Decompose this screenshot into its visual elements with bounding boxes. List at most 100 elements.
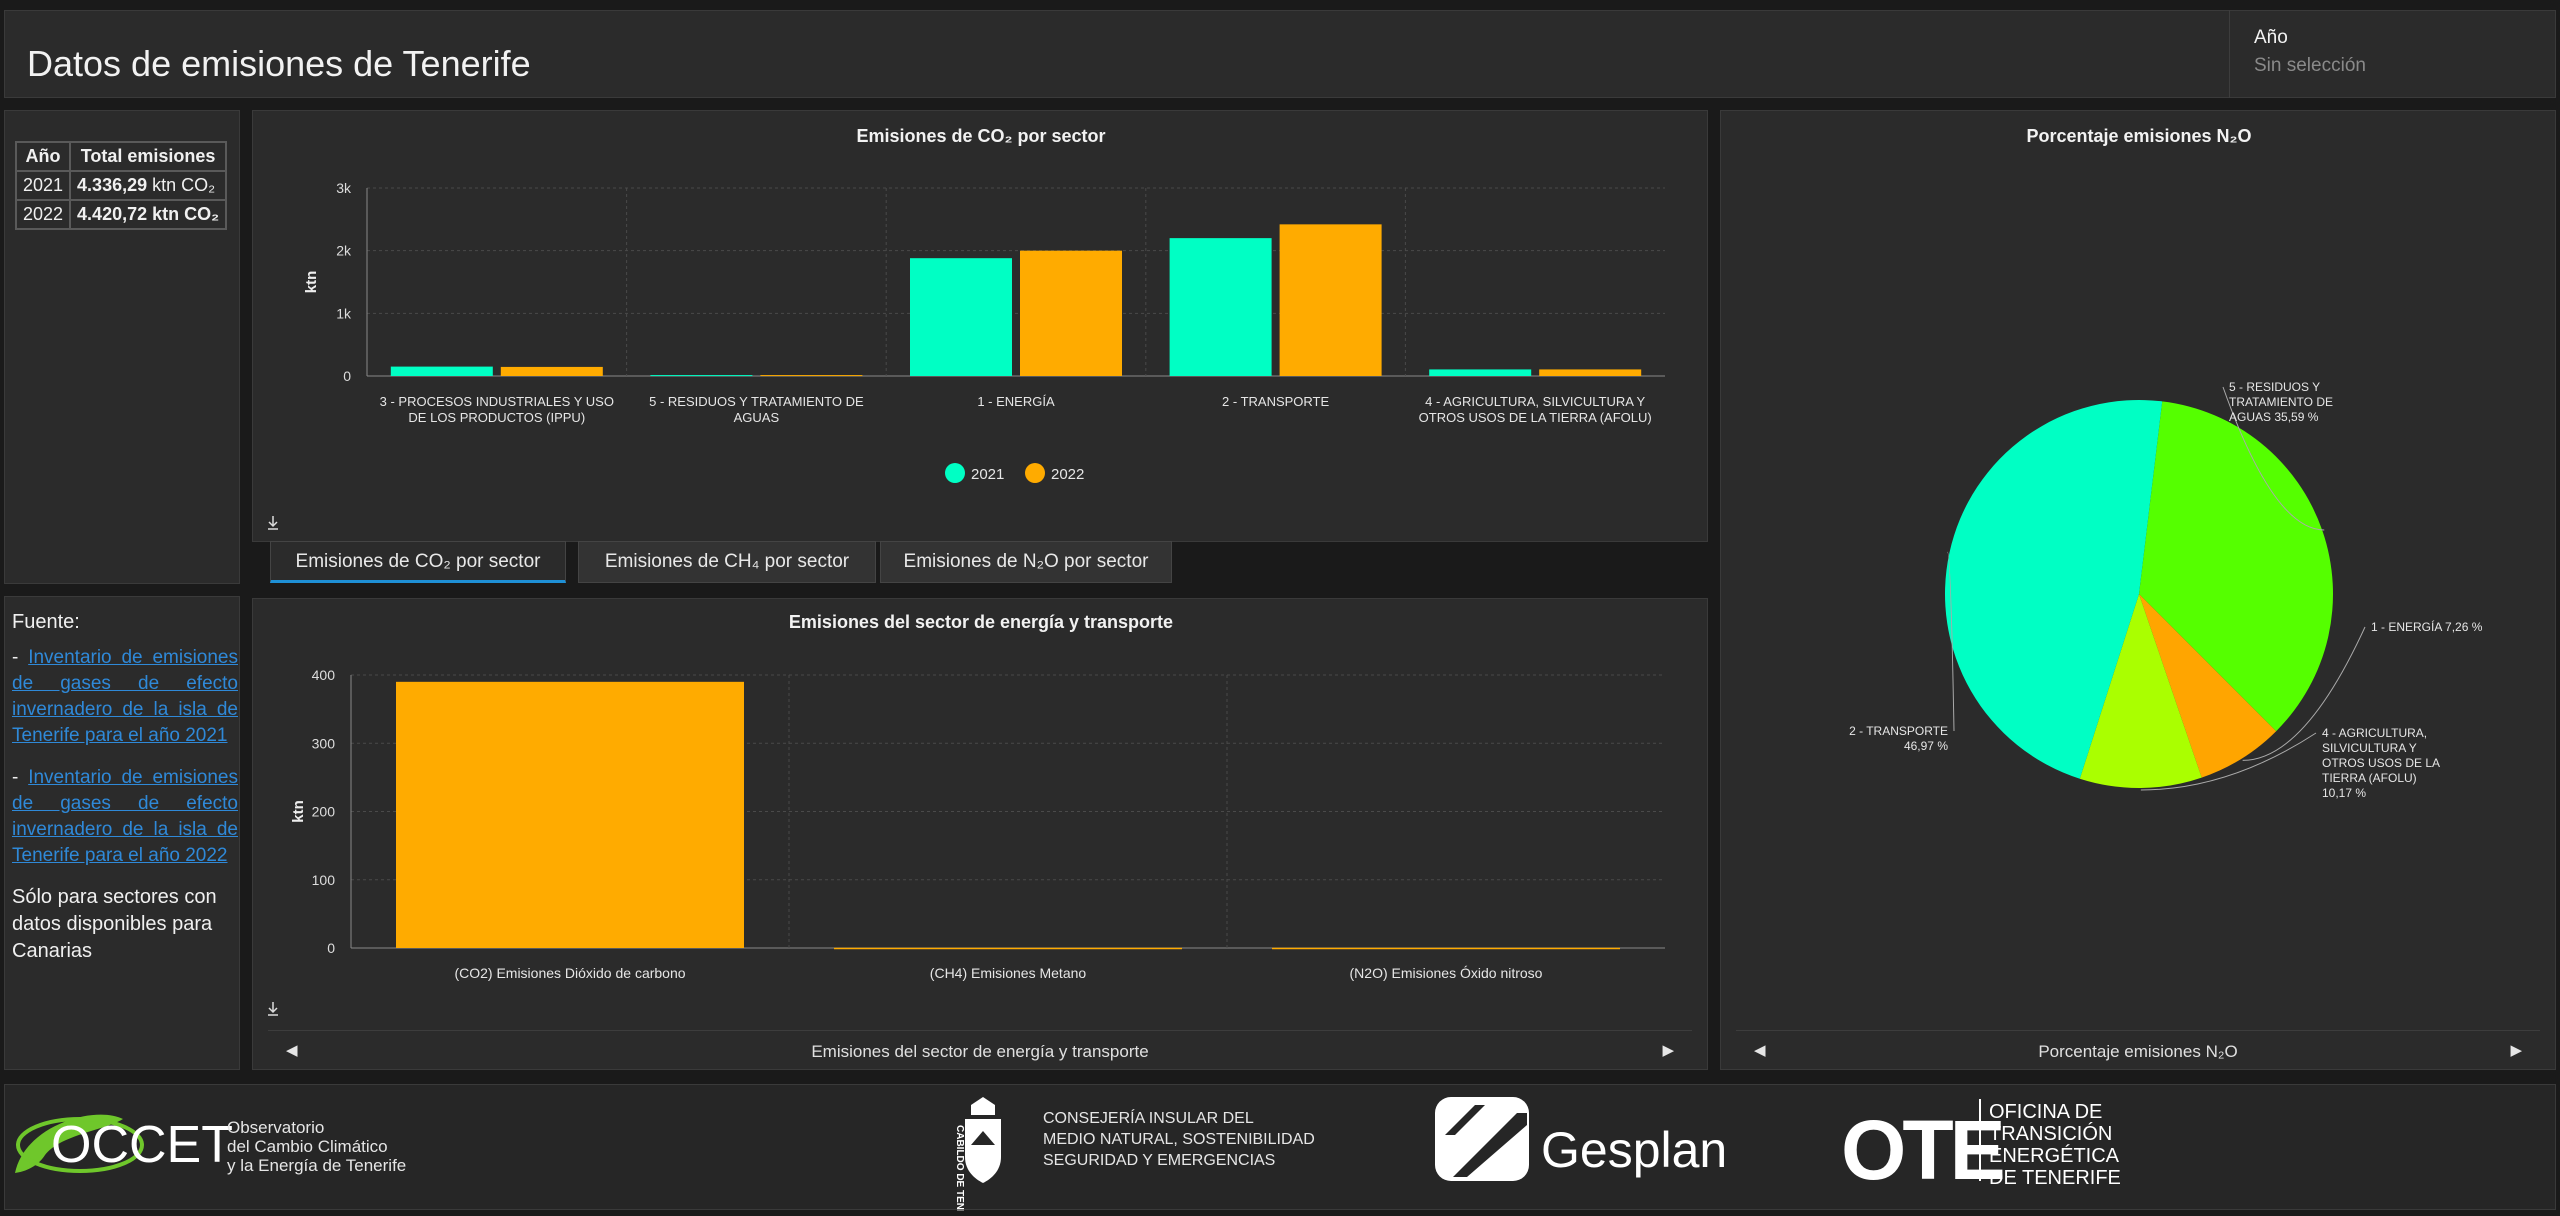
x-tick-label: DE LOS PRODUCTOS (IPPU) xyxy=(408,410,585,425)
y-tick-label: 3k xyxy=(336,180,352,196)
y-tick-label: 1k xyxy=(336,305,352,321)
pie-label: OTROS USOS DE LA xyxy=(2322,756,2440,770)
gesplan-wordmark: Gesplan xyxy=(1541,1122,1727,1178)
x-tick-label: 1 - ENERGÍA xyxy=(977,394,1055,409)
cabildo-line-1: CONSEJERÍA INSULAR DEL xyxy=(1043,1108,1254,1127)
x-tick-label: 2 - TRANSPORTE xyxy=(1222,394,1329,409)
bar-0 xyxy=(396,681,744,948)
x-tick-label: 5 - RESIDUOS Y TRATAMIENTO DE xyxy=(649,394,864,409)
source-item: - Inventario de emisiones de gases de ef… xyxy=(12,765,238,869)
download-icon[interactable] xyxy=(268,516,278,530)
totals-panel: Año Total emisiones 2021 4.336,29 ktn CO… xyxy=(4,110,240,584)
chevron-left-icon[interactable]: ◀ xyxy=(1754,1042,1766,1059)
bar-2022-4 xyxy=(1539,369,1642,376)
x-tick-label: (CO2) Emisiones Dióxido de carbono xyxy=(454,965,685,981)
cabildo-line-2: MEDIO NATURAL, SOSTENIBILIDAD xyxy=(1043,1131,1315,1148)
bar-2021-3 xyxy=(1169,238,1272,376)
gesplan-logo: Gesplan xyxy=(1435,1097,1727,1181)
occet-logo: OCCET Observatorio del Cambio Climático … xyxy=(15,1114,406,1175)
header-bar: Datos de emisiones de Tenerife xyxy=(4,10,2556,98)
pie-slice-0 xyxy=(2139,401,2333,732)
co2-chart-panel: Emisiones de CO₂ por sector ktn 0 1k 2k 3k 3 -… xyxy=(252,110,1708,542)
bar-2022-3 xyxy=(1279,224,1382,376)
x-tick-label: OTROS USOS DE LA TIERRA (AFOLU) xyxy=(1419,410,1652,425)
carousel-label: Emisiones del sector de energía y transp… xyxy=(811,1042,1149,1061)
source-item: - Inventario de emisiones de gases de ef… xyxy=(12,645,238,749)
x-tick-label: (CH4) Emisiones Metano xyxy=(930,965,1087,981)
chevron-right-icon[interactable]: ▶ xyxy=(2510,1042,2522,1059)
source-note: Sólo para sectores con datos disponibles… xyxy=(12,886,217,962)
tab-n2o[interactable]: Emisiones de N₂O por sector xyxy=(880,541,1172,583)
chart-title: Emisiones del sector de energía y transp… xyxy=(789,612,1173,632)
pie-label: 46,97 % xyxy=(1904,739,1948,753)
pie-slice-1 xyxy=(2139,594,2277,778)
year-cell: 2022 xyxy=(14,199,72,230)
tab-ch4[interactable]: Emisiones de CH₄ por sector xyxy=(578,541,876,583)
bar-2022-2 xyxy=(1020,250,1122,376)
pie-callout-line xyxy=(1947,551,1955,732)
x-tick-label: AGUAS xyxy=(734,410,780,425)
pie-label: 4 - AGRICULTURA, xyxy=(2322,726,2427,740)
pie-callout-line xyxy=(2242,626,2366,761)
source-title: Fuente: xyxy=(12,611,80,633)
ote-line-4: DE TENERIFE xyxy=(1989,1167,2121,1189)
ote-line-2: TRANSICIÓN xyxy=(1989,1122,2112,1145)
year-filter-value[interactable]: Sin selección xyxy=(2254,55,2366,76)
chevron-left-icon[interactable]: ◀ xyxy=(286,1042,298,1059)
y-tick-label: 0 xyxy=(343,368,351,384)
cabildo-logo: CABILDO DE TENERIFE CONSEJERÍA INSULAR D… xyxy=(954,1097,1315,1216)
total-cell: 4.420,72 ktn CO₂ xyxy=(69,199,228,230)
tab-co2[interactable]: Emisiones de CO₂ por sector xyxy=(270,541,566,583)
legend-swatch-2022 xyxy=(1025,463,1045,483)
bar-2021-1 xyxy=(650,375,753,377)
ote-line-3: ENERGÉTICA xyxy=(1989,1144,2120,1167)
download-icon[interactable] xyxy=(268,1002,278,1016)
y-tick-label: 0 xyxy=(327,940,335,956)
pie-label: 2 - TRANSPORTE xyxy=(1849,724,1948,738)
carousel-label: Porcentaje emisiones N₂O xyxy=(2038,1042,2238,1061)
pie-label: TIERRA (AFOLU) xyxy=(2322,771,2417,785)
total-unit: ktn CO₂ xyxy=(152,175,216,195)
pie-label: 10,17 % xyxy=(2322,786,2366,800)
column-header-year: Año xyxy=(14,141,72,172)
totals-table: Año Total emisiones 2021 4.336,29 ktn CO… xyxy=(14,141,228,230)
y-tick-label: 400 xyxy=(312,667,336,683)
x-tick-label: 4 - AGRICULTURA, SILVICULTURA Y xyxy=(1425,394,1645,409)
source-link-2021[interactable]: Inventario de emisiones de gases de efec… xyxy=(12,647,239,746)
occet-wordmark: OCCET xyxy=(51,1116,233,1174)
page-title: Datos de emisiones de Tenerife xyxy=(27,43,531,84)
year-cell: 2021 xyxy=(14,170,72,201)
bar-2022-0 xyxy=(500,366,603,376)
table-row: 2022 4.420,72 ktn CO₂ xyxy=(14,199,228,230)
pie-slice-3 xyxy=(1944,399,2163,779)
ote-line-1: OFICINA DE xyxy=(1989,1101,2102,1123)
legend-swatch-2021 xyxy=(945,463,965,483)
chart-title: Porcentaje emisiones N₂O xyxy=(2026,126,2251,146)
n2o-carousel: ◀ Porcentaje emisiones N₂O ▶ xyxy=(1736,1030,2540,1070)
pie-callout-line xyxy=(2140,732,2317,791)
cabildo-line-3: SEGURIDAD Y EMERGENCIAS xyxy=(1043,1152,1275,1169)
legend-label: 2022 xyxy=(1051,466,1084,483)
y-tick-label: 100 xyxy=(312,872,336,888)
source-link-2022[interactable]: Inventario de emisiones de gases de efec… xyxy=(12,767,239,866)
pie-label: 5 - RESIDUOS Y xyxy=(2229,380,2320,394)
cabildo-vertical-text: CABILDO DE TENERIFE xyxy=(954,1125,965,1211)
total-value: 4.420,72 xyxy=(77,204,148,224)
chevron-right-icon[interactable]: ▶ xyxy=(1662,1042,1674,1059)
pie-callout-line xyxy=(2222,386,2325,531)
y-axis-label: ktn xyxy=(303,271,320,294)
x-tick-label: (N2O) Emisiones Óxido nitroso xyxy=(1350,965,1543,981)
energy-carousel: ◀ Emisiones del sector de energía y tran… xyxy=(268,1030,1692,1070)
co2-chart: Emisiones de CO₂ por sector ktn 0 1k 2k 3k 3 -… xyxy=(268,126,1665,530)
year-filter[interactable]: Año Sin selección xyxy=(2229,10,2556,98)
total-cell: 4.336,29 ktn CO₂ xyxy=(69,170,228,201)
bar-2021-0 xyxy=(390,366,493,376)
ote-wordmark: OTE xyxy=(1841,1103,2003,1197)
legend-label: 2021 xyxy=(971,466,1004,483)
y-tick-label: 2k xyxy=(336,243,352,259)
total-value: 4.336,29 xyxy=(77,175,148,195)
pie-label: AGUAS 35,59 % xyxy=(2229,410,2319,424)
n2o-pie-chart: Porcentaje emisiones N₂O 5 - RESIDUOS YTR… xyxy=(1849,126,2483,800)
occet-sub-3: y la Energía de Tenerife xyxy=(227,1156,406,1175)
total-unit: ktn CO₂ xyxy=(152,204,220,224)
